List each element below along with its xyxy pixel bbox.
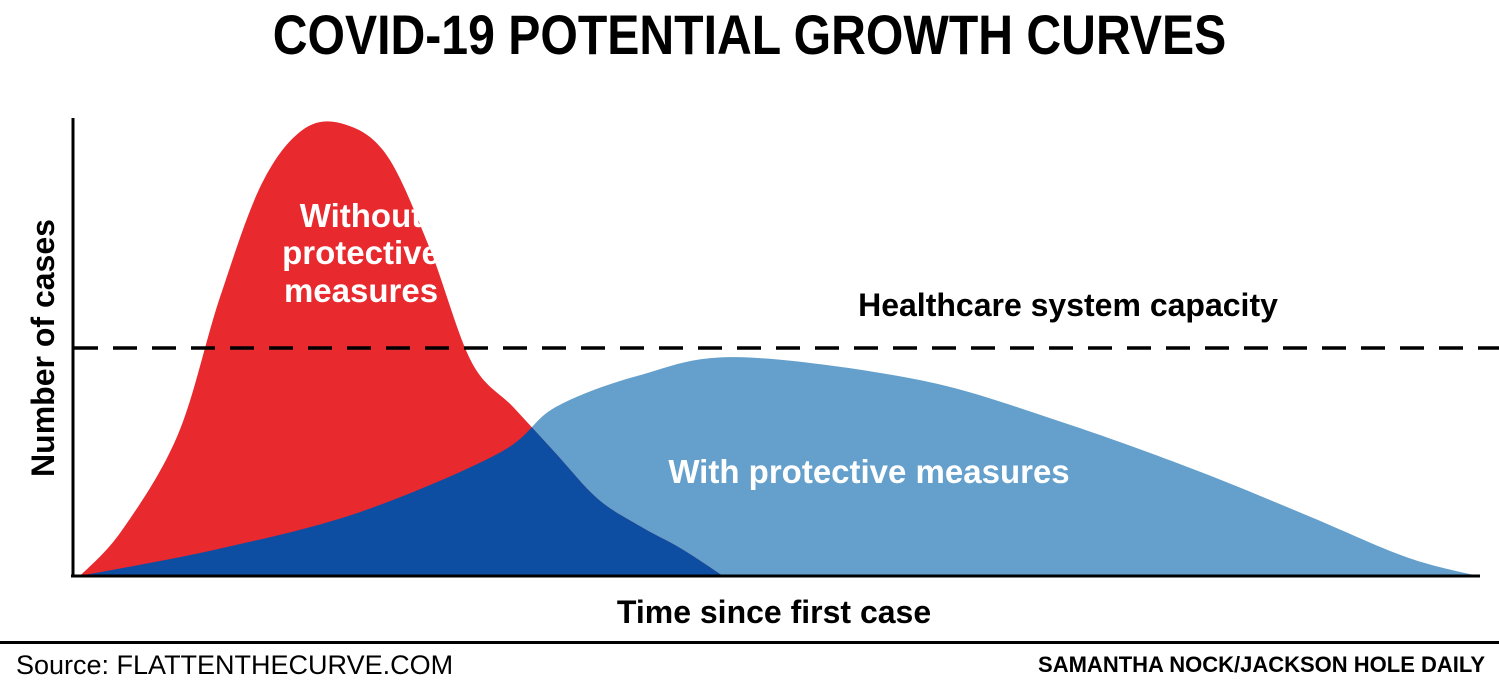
credit-publication: JACKSON HOLE DAILY [1240,652,1485,677]
x-axis-label: Time since first case [617,594,931,630]
y-axis-label: Number of cases [25,219,61,477]
footer-divider [0,641,1499,644]
without-label-line2: protective [282,234,440,271]
capacity-label: Healthcare system capacity [858,287,1278,323]
chart-area: Number of cases Time since first case He… [25,118,1499,630]
credit-line: SAMANTHA NOCK/JACKSON HOLE DAILY [1038,652,1485,678]
without-label-line3: measures [284,272,438,309]
without-label-line1: Without [300,197,422,234]
chart-title: COVID-19 POTENTIAL GROWTH CURVES [272,3,1227,66]
credit-author: SAMANTHA NOCK/ [1038,652,1241,677]
overlap-region [80,357,724,576]
source-note: Source: FLATTENTHECURVE.COM [16,650,454,680]
with-label: With protective measures [668,453,1069,490]
